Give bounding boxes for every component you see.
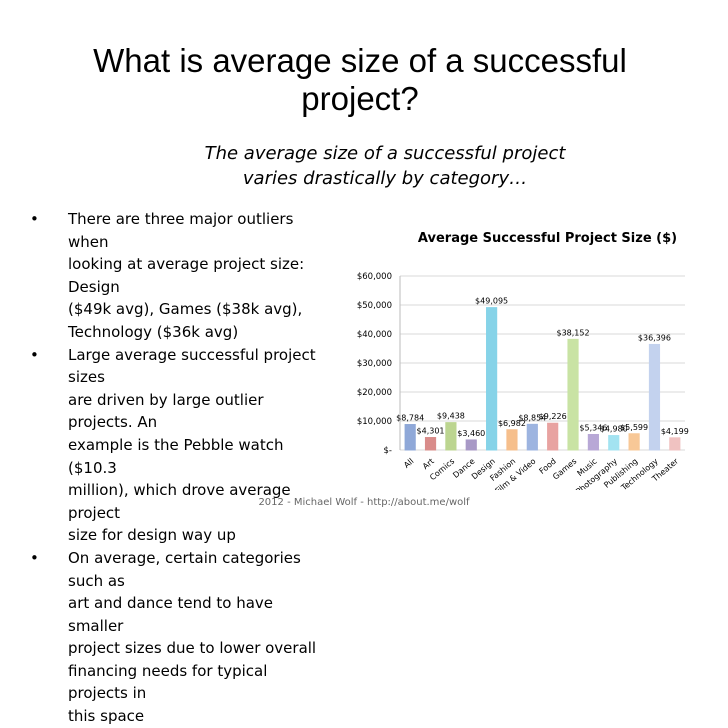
- y-tick-label: $-: [384, 446, 392, 456]
- bullet-text-line: Technology ($36k avg): [68, 322, 239, 341]
- bar-design: [486, 307, 498, 451]
- slide-title-line: What is average size of a successful: [93, 42, 627, 79]
- bullet-text-line: project sizes due to lower overall: [68, 639, 317, 658]
- bar-dance: [465, 439, 477, 451]
- bar-music: [587, 433, 599, 451]
- data-label: $4,199: [661, 427, 689, 436]
- slide-title: What is average size of a successful pro…: [60, 42, 660, 118]
- data-label: $36,396: [638, 333, 671, 342]
- bullet-text-line: are driven by large outlier projects. An: [68, 390, 264, 432]
- bar-comics: [445, 422, 457, 451]
- bar-food: [547, 422, 559, 451]
- bar-film-video: [526, 423, 538, 451]
- data-label: $4,980: [600, 425, 628, 434]
- slide-subtitle-line: varies drastically by category…: [242, 168, 528, 189]
- data-label: $38,152: [556, 328, 589, 337]
- bullet-item: • On average, certain categories such as a…: [30, 547, 330, 728]
- bar-theater: [669, 437, 681, 451]
- bullet-list: • There are three major outliers when look…: [30, 208, 330, 728]
- bullet-marker: •: [30, 345, 39, 364]
- x-tick-label: Art: [421, 457, 436, 472]
- bar-games: [567, 338, 579, 451]
- bullet-item: • There are three major outliers when look…: [30, 208, 330, 344]
- y-tick-label: $30,000: [357, 359, 392, 369]
- y-tick-label: $10,000: [357, 417, 392, 427]
- bullet-marker: •: [30, 210, 39, 228]
- y-tick-label: $20,000: [357, 388, 392, 398]
- bullet-text-line: financing needs for typical projects in: [68, 661, 268, 703]
- data-label: $8,854: [518, 413, 546, 422]
- data-label: $3,460: [457, 429, 485, 438]
- bar-chart: Average Successful Project Size ($) $- $10…: [357, 231, 689, 490]
- x-tick-label: All: [402, 457, 415, 470]
- y-tick-label: $50,000: [357, 301, 392, 311]
- bar-all: [404, 424, 416, 451]
- bar-photography: [608, 435, 620, 451]
- data-label: $9,226: [539, 412, 567, 421]
- data-label: $5,346: [579, 423, 607, 432]
- data-label: $49,095: [475, 297, 508, 306]
- y-tick-label: $40,000: [357, 330, 392, 340]
- bar-art: [424, 437, 437, 451]
- bar-technology: [648, 343, 661, 451]
- slide-subtitle: The average size of a successful project…: [180, 141, 590, 191]
- bullet-text-line: ($49k avg), Games ($38k avg),: [68, 300, 303, 319]
- bar-fashion: [506, 429, 518, 451]
- data-label: $5,599: [620, 423, 648, 432]
- bar-publishing: [628, 433, 640, 451]
- slide-subtitle-line: The average size of a successful project: [204, 143, 566, 164]
- footer-credit: 2012 - Michael Wolf - http://about.me/wo…: [258, 497, 470, 508]
- bullet-text-line: this space: [68, 707, 145, 726]
- bullet-text-line: example is the Pebble watch ($10.3: [68, 435, 284, 477]
- chart-title: Average Successful Project Size ($): [418, 231, 677, 246]
- bullet-text-line: Large average successful project sizes: [68, 345, 316, 387]
- slide-title-line: project?: [301, 80, 419, 117]
- y-tick-label: $60,000: [357, 272, 392, 282]
- data-label: $4,301: [417, 427, 445, 436]
- data-label: $9,438: [437, 412, 465, 421]
- bullet-text-line: art and dance tend to have smaller: [68, 594, 273, 635]
- bullet-text-line: On average, certain categories such as: [68, 548, 301, 590]
- bullet-text-line: looking at average project size: Design: [68, 255, 305, 296]
- bullet-text-line: million), which drove average project: [68, 481, 291, 522]
- bullet-item: • Large average successful project sizes a…: [30, 344, 330, 547]
- bullet-text-line: size for design way up: [68, 526, 236, 545]
- bullet-text-line: There are three major outliers when: [68, 210, 294, 251]
- data-label: $8,784: [396, 414, 424, 423]
- bullet-marker: •: [30, 548, 39, 567]
- data-label: $6,982: [498, 419, 526, 428]
